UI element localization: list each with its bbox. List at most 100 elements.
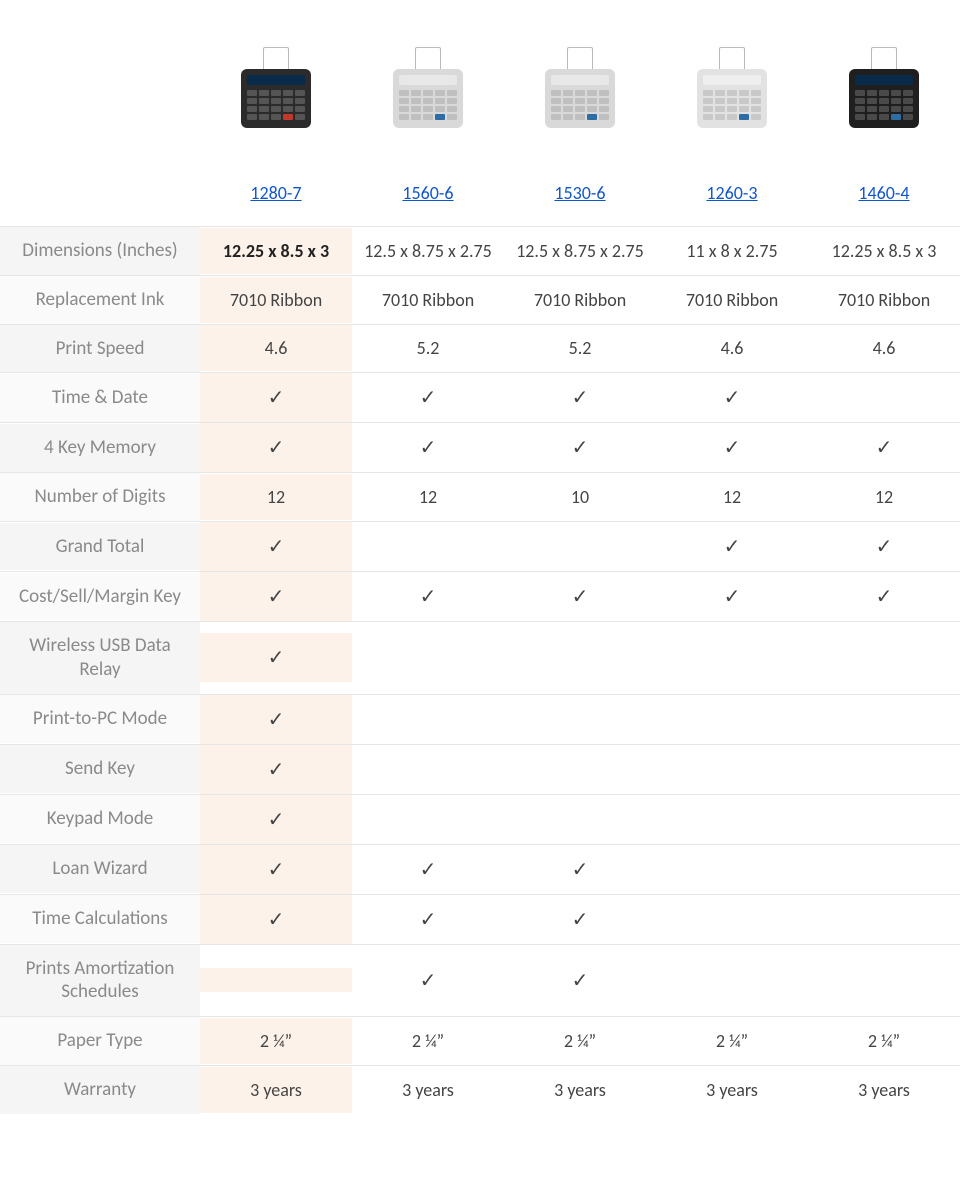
cell-value: ✓ xyxy=(200,845,352,894)
product-image xyxy=(393,47,463,128)
cell-value xyxy=(808,646,960,670)
cell-value: 12 xyxy=(200,474,352,520)
cell-value: ✓ xyxy=(352,845,504,894)
cell-value xyxy=(504,707,656,731)
cell-value: ✓ xyxy=(808,572,960,621)
cell-value: ✓ xyxy=(352,956,504,1005)
cell-value: 11 x 8 x 2.75 xyxy=(656,228,808,274)
cell-value xyxy=(656,757,808,781)
cell-value: 2 ¼” xyxy=(352,1018,504,1064)
cell-value: 10 xyxy=(504,474,656,520)
table-row: Print-to-PC Mode ✓ xyxy=(0,694,960,744)
cell-value: 3 years xyxy=(808,1067,960,1113)
cell-value: 4.6 xyxy=(200,325,352,371)
cell-value xyxy=(352,807,504,831)
model-link[interactable]: 1530-6 xyxy=(554,182,605,204)
cell-value xyxy=(352,535,504,559)
cell-value: 4.6 xyxy=(808,325,960,371)
row-label: Cost/Sell/Margin Key xyxy=(0,573,200,621)
cell-value: ✓ xyxy=(200,423,352,472)
cell-value: ✓ xyxy=(504,845,656,894)
cell-value xyxy=(808,757,960,781)
table-row: Wireless USB Data Relay ✓ xyxy=(0,621,960,694)
cell-value: 3 years xyxy=(352,1067,504,1113)
cell-value: ✓ xyxy=(200,572,352,621)
cell-value: ✓ xyxy=(200,373,352,422)
model-link[interactable]: 1280-7 xyxy=(250,182,301,204)
cell-value: ✓ xyxy=(656,373,808,422)
table-row: Loan Wizard ✓ ✓ ✓ xyxy=(0,844,960,894)
row-label: Print Speed xyxy=(0,325,200,373)
table-row: Print Speed 4.6 5.2 5.2 4.6 4.6 xyxy=(0,324,960,373)
cell-value: 2 ¼” xyxy=(808,1018,960,1064)
cell-value xyxy=(808,907,960,931)
header-spacer xyxy=(0,192,200,216)
cell-value xyxy=(504,535,656,559)
cell-value: 12.5 x 8.75 x 2.75 xyxy=(504,228,656,274)
cell-value: 12.25 x 8.5 x 3 xyxy=(808,228,960,274)
cell-value: 7010 Ribbon xyxy=(352,277,504,323)
cell-value: 5.2 xyxy=(504,325,656,371)
cell-value: ✓ xyxy=(200,745,352,794)
cell-value: 7010 Ribbon xyxy=(656,277,808,323)
table-row: Send Key ✓ xyxy=(0,744,960,794)
cell-value: ✓ xyxy=(200,522,352,571)
cell-value xyxy=(808,857,960,881)
cell-value xyxy=(504,646,656,670)
cell-value xyxy=(656,807,808,831)
table-row: Grand Total ✓ ✓ ✓ xyxy=(0,521,960,571)
cell-value: ✓ xyxy=(352,423,504,472)
cell-value: 7010 Ribbon xyxy=(200,277,352,323)
product-image xyxy=(241,47,311,128)
table-row: Paper Type 2 ¼” 2 ¼” 2 ¼” 2 ¼” 2 ¼” xyxy=(0,1016,960,1065)
table-row: Time & Date ✓ ✓ ✓ ✓ xyxy=(0,372,960,422)
cell-value xyxy=(656,857,808,881)
cell-value xyxy=(808,386,960,410)
cell-value: 3 years xyxy=(504,1067,656,1113)
table-row: Replacement Ink 7010 Ribbon 7010 Ribbon … xyxy=(0,275,960,324)
row-label: Warranty xyxy=(0,1066,200,1114)
row-label: Send Key xyxy=(0,745,200,793)
cell-value: 3 years xyxy=(200,1067,352,1113)
cell-value: ✓ xyxy=(808,522,960,571)
table-row: Cost/Sell/Margin Key ✓ ✓ ✓ ✓ ✓ xyxy=(0,571,960,621)
row-label: Keypad Mode xyxy=(0,795,200,843)
cell-value: ✓ xyxy=(200,795,352,844)
table-row: Time Calculations ✓ ✓ ✓ xyxy=(0,894,960,944)
cell-value: ✓ xyxy=(656,522,808,571)
product-header: 1260-3 xyxy=(656,20,808,216)
cell-value: 4.6 xyxy=(656,325,808,371)
model-link[interactable]: 1460-4 xyxy=(858,182,909,204)
cell-value: 3 years xyxy=(656,1067,808,1113)
cell-value: ✓ xyxy=(352,373,504,422)
cell-value: 12 xyxy=(352,474,504,520)
cell-value: 2 ¼” xyxy=(656,1018,808,1064)
cell-value: ✓ xyxy=(504,373,656,422)
cell-value: ✓ xyxy=(656,572,808,621)
cell-value xyxy=(808,807,960,831)
row-label: Replacement Ink xyxy=(0,276,200,324)
row-label: Wireless USB Data Relay xyxy=(0,622,200,694)
cell-value: 2 ¼” xyxy=(504,1018,656,1064)
cell-value: 12 xyxy=(656,474,808,520)
cell-value xyxy=(808,968,960,992)
cell-value: ✓ xyxy=(504,956,656,1005)
cell-value: 12.5 x 8.75 x 2.75 xyxy=(352,228,504,274)
cell-value: ✓ xyxy=(656,423,808,472)
row-label: Print-to-PC Mode xyxy=(0,695,200,743)
cell-value: 2 ¼” xyxy=(200,1018,352,1064)
model-link[interactable]: 1560-6 xyxy=(402,182,453,204)
cell-value: ✓ xyxy=(352,895,504,944)
model-link[interactable]: 1260-3 xyxy=(706,182,757,204)
cell-value xyxy=(656,707,808,731)
row-label: Loan Wizard xyxy=(0,845,200,893)
row-label: Grand Total xyxy=(0,523,200,571)
row-label: Time & Date xyxy=(0,374,200,422)
cell-value xyxy=(656,646,808,670)
cell-value: 7010 Ribbon xyxy=(504,277,656,323)
cell-value: ✓ xyxy=(808,423,960,472)
cell-value: ✓ xyxy=(200,695,352,744)
table-row: Prints Amortization Schedules ✓ ✓ xyxy=(0,944,960,1017)
row-label: Number of Digits xyxy=(0,473,200,521)
cell-value: 7010 Ribbon xyxy=(808,277,960,323)
